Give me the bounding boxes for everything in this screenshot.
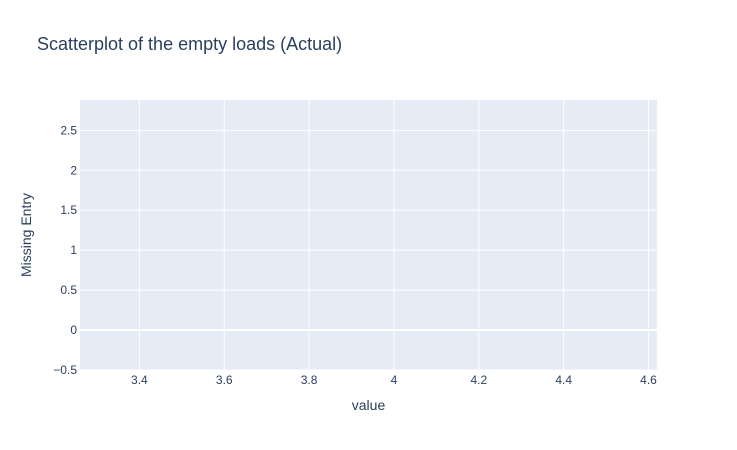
x-tick-label: 3.6 bbox=[216, 373, 233, 387]
x-axis-title: value bbox=[352, 397, 386, 413]
y-tick-label: −0.5 bbox=[53, 363, 77, 377]
plot-area bbox=[80, 100, 657, 370]
y-tick-label: 1.5 bbox=[60, 203, 77, 217]
x-tick-label: 4.4 bbox=[555, 373, 572, 387]
y-tick-label: 2 bbox=[70, 163, 77, 177]
x-tick-label: 3.4 bbox=[131, 373, 148, 387]
y-tick-label: 0 bbox=[70, 323, 77, 337]
x-tick-label: 3.8 bbox=[301, 373, 318, 387]
y-axis-title: Missing Entry bbox=[18, 193, 34, 277]
y-tick-label: 1 bbox=[70, 243, 77, 257]
y-tick-label: 2.5 bbox=[60, 123, 77, 137]
chart-title: Scatterplot of the empty loads (Actual) bbox=[37, 34, 342, 54]
y-axis-ticks: −0.5 0 0.5 1 1.5 2 2.5 bbox=[53, 123, 77, 377]
x-tick-label: 4 bbox=[391, 373, 398, 387]
y-tick-label: 0.5 bbox=[60, 283, 77, 297]
x-axis-ticks: 3.4 3.6 3.8 4 4.2 4.4 4.6 bbox=[131, 373, 657, 387]
x-tick-label: 4.2 bbox=[470, 373, 487, 387]
x-tick-label: 4.6 bbox=[640, 373, 657, 387]
grid-lines bbox=[80, 100, 657, 371]
